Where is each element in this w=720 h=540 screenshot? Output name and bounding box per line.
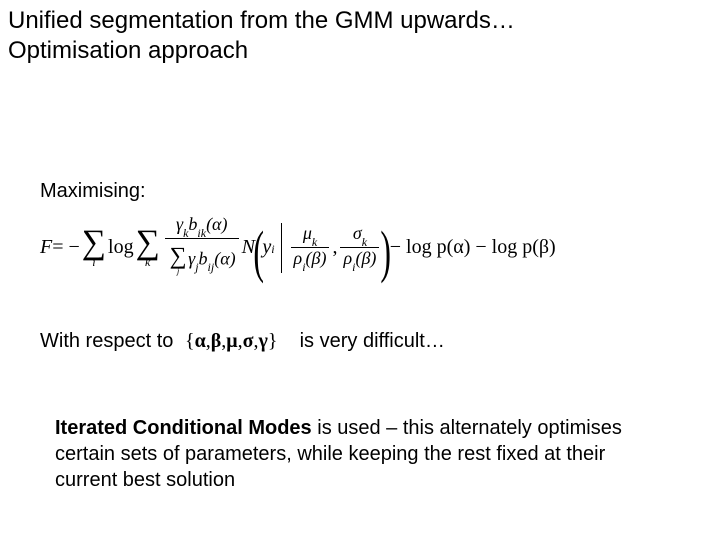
parameter-set: {α,β,μ,σ,γ} <box>179 330 289 352</box>
title-line-2: Optimisation approach <box>8 37 248 64</box>
slide-title: Unified segmentation from the GMM upward… <box>8 6 515 66</box>
maximising-label: Maximising: <box>40 180 146 203</box>
var-F: F <box>40 236 52 259</box>
slide: Unified segmentation from the GMM upward… <box>0 0 720 540</box>
body-paragraph: Iterated Conditional Modes is used – thi… <box>55 415 660 493</box>
sigma-fraction: σk ρi(β) <box>340 224 379 271</box>
weight-fraction: γkbik(α) ∑ j γjbij(α) <box>165 215 239 281</box>
comma: , <box>332 236 337 259</box>
log-1: log <box>108 236 134 259</box>
icm-term: Iterated Conditional Modes <box>55 417 312 439</box>
conditional-bar <box>281 223 282 273</box>
objective-formula: F = − ∑ i log ∑ k γkbik(α) ∑ <box>40 215 556 281</box>
title-line-1: Unified segmentation from the GMM upward… <box>8 7 515 34</box>
respect-line: With respect to {α,β,μ,σ,γ} is very diff… <box>40 330 445 353</box>
respect-prefix: With respect to <box>40 330 173 352</box>
mean-fraction: μk ρi(β) <box>291 224 330 271</box>
respect-suffix: is very difficult… <box>300 330 445 352</box>
equals-minus: = − <box>52 236 80 259</box>
sum-over-k: ∑ k <box>136 228 160 269</box>
sum-over-i: ∑ i <box>82 228 106 269</box>
tail-terms: − log p(α) − log p(β) <box>390 236 556 259</box>
